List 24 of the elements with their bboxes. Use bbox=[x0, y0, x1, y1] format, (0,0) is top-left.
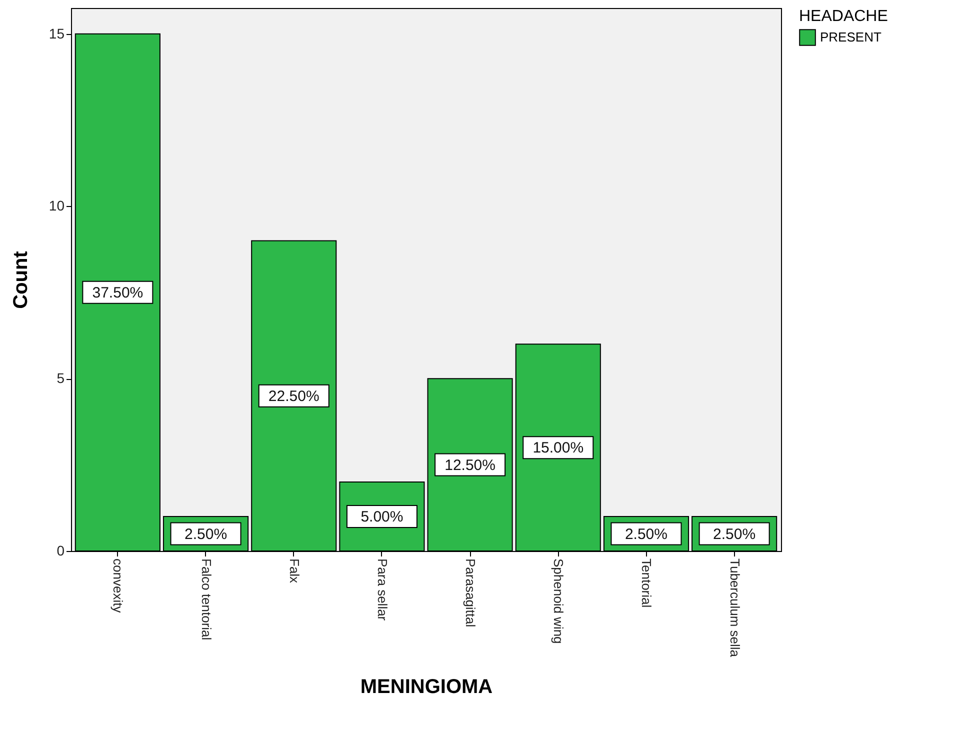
annotation: 37.50% bbox=[92, 284, 144, 302]
x-tick-label: Parasagittal bbox=[463, 558, 478, 628]
x-tick-label: Tentorial bbox=[639, 558, 654, 608]
y-axis-title: Count bbox=[10, 250, 32, 309]
y-tick-label: 0 bbox=[56, 542, 65, 558]
annotation: 2.50% bbox=[624, 526, 668, 543]
annotation: 2.50% bbox=[184, 526, 228, 543]
x-tick-label: convexity bbox=[110, 558, 126, 614]
annotation: 15.00% bbox=[532, 440, 584, 457]
annotation: 5.00% bbox=[360, 508, 404, 526]
annotation: 22.50% bbox=[268, 388, 320, 405]
x-tick-label: Sphenoid wing bbox=[551, 558, 566, 644]
annotation: 2.50% bbox=[713, 526, 756, 543]
y-tick-label: 5 bbox=[56, 370, 65, 386]
legend-title: HEADACHE bbox=[799, 8, 888, 25]
y-tick-label: 15 bbox=[48, 25, 65, 42]
x-tick-label: Para sellar bbox=[374, 558, 390, 622]
annotation: 12.50% bbox=[444, 456, 496, 474]
x-tick-label: Falx bbox=[286, 558, 302, 584]
x-axis-title: MENINGIOMA bbox=[360, 676, 493, 698]
legend-label: PRESENT bbox=[820, 30, 882, 44]
x-tick-label: Tuberculum sella bbox=[727, 558, 742, 658]
y-tick-label: 10 bbox=[48, 198, 65, 214]
x-tick-label: Falco tentorial bbox=[198, 558, 214, 640]
